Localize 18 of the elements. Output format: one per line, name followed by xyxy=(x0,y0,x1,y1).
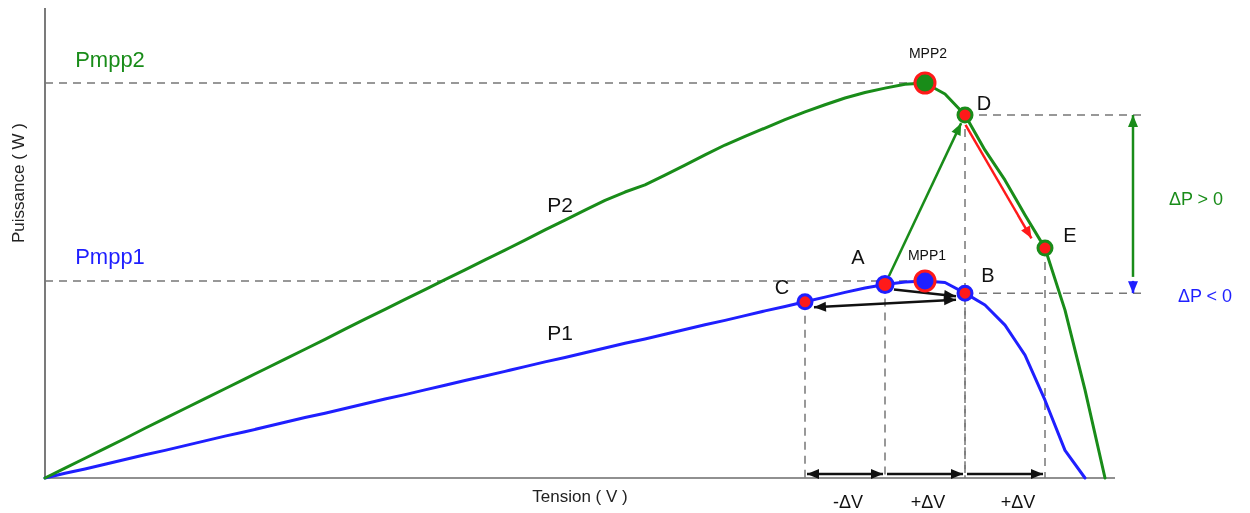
text: MPP2 xyxy=(908,45,948,61)
annotation: C xyxy=(774,276,790,298)
annotation: E xyxy=(1063,224,1077,246)
text: ΔP < 0 xyxy=(1177,286,1233,306)
series-label: P2 xyxy=(547,193,573,216)
text: +ΔV xyxy=(910,492,946,512)
y-axis-title: Puissance ( W ) xyxy=(9,123,28,243)
x-axis-title: Tension ( V ) xyxy=(532,487,628,506)
text: -ΔV xyxy=(832,492,864,512)
text: ΔP > 0 xyxy=(1168,189,1224,209)
annotation: A xyxy=(851,246,866,268)
text: Pmpp2 xyxy=(75,47,145,72)
annotation: B xyxy=(981,264,995,286)
annotation: D xyxy=(976,92,992,114)
annotation: Pmpp1 xyxy=(75,244,145,269)
annotation: MPP1 xyxy=(907,247,947,263)
series-label: P1 xyxy=(547,321,573,344)
text: +ΔV xyxy=(1000,492,1036,512)
